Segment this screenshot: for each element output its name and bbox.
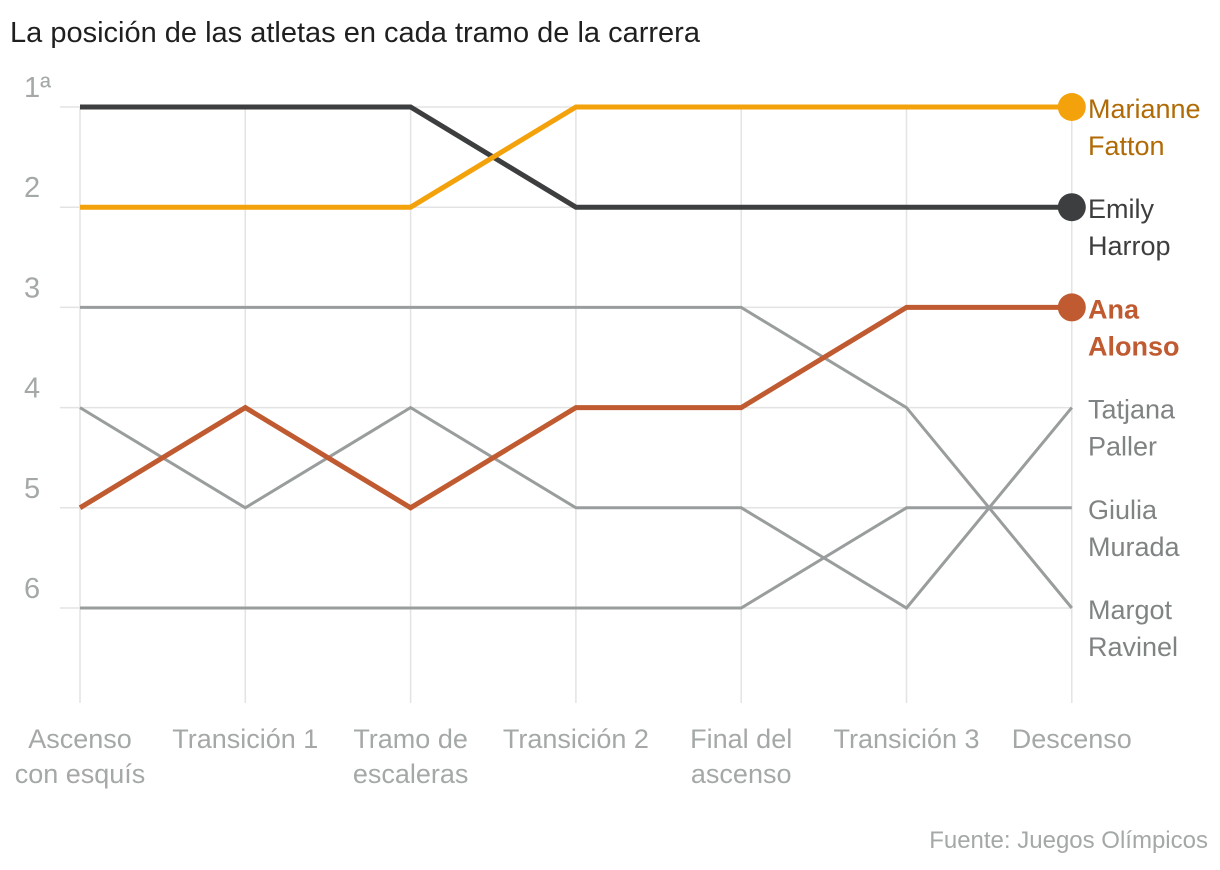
series-label-line: Tatjana (1088, 395, 1176, 425)
series-line (79, 405, 1073, 610)
x-tick-label-line: escaleras (353, 759, 469, 789)
series-end-dot (1057, 93, 1086, 121)
series-label-line: Murada (1088, 532, 1181, 562)
y-tick-label: 4 (24, 373, 40, 405)
x-tick-label-line: Transición 1 (172, 724, 318, 754)
series-label-line: Emily (1088, 194, 1154, 224)
y-tick-label: 3 (24, 272, 40, 304)
series-label-line: Harrop (1088, 231, 1171, 261)
series-line (80, 305, 1073, 609)
y-tick-label: 6 (24, 573, 40, 605)
series-label-line: Ravinel (1088, 632, 1178, 662)
x-axis-ticks: Ascenso con esquís Transición 1 Tramo de esc… (15, 724, 1132, 789)
series-line (80, 506, 1072, 610)
series-label-line: Paller (1088, 432, 1157, 462)
series-line (80, 104, 1072, 210)
x-tick-label: Tramo de escaleras (353, 724, 469, 789)
series-label-line: Giulia (1088, 495, 1158, 525)
series-label: Giulia Murada (1088, 495, 1181, 562)
series-labels: Tatjana Paller Giulia Murada Margot Ravinel Em… (1088, 94, 1201, 662)
series-label-line: Alonso (1088, 331, 1180, 361)
series-label: Marianne Fatton (1088, 94, 1201, 161)
series-label: Margot Ravinel (1088, 595, 1178, 662)
x-tick-label-line: Transición 2 (503, 724, 649, 754)
x-tick-label: Transición 2 (503, 724, 649, 754)
x-tick-label: Transición 1 (172, 724, 318, 754)
series-line (80, 104, 1072, 210)
series-label: Tatjana Paller (1088, 395, 1176, 462)
series-line (78, 304, 1072, 511)
chart-title: La posición de las atletas en cada tramo… (10, 17, 701, 49)
y-tick-label: 1ª (24, 72, 51, 104)
x-tick-label: Final del ascenso (690, 724, 792, 789)
y-axis-ticks: 1ª 2 3 4 5 6 (24, 72, 51, 605)
x-tick-label: Descenso (1012, 724, 1132, 754)
x-tick-label: Ascenso con esquís (15, 724, 146, 789)
source-note: Fuente: Juegos Olímpicos (929, 827, 1208, 854)
x-tick-label-line: Descenso (1012, 724, 1132, 754)
x-tick-label-line: Transición 3 (833, 724, 979, 754)
y-tick-label: 2 (24, 172, 40, 204)
series-label-line: Margot (1088, 595, 1173, 625)
series-end-dot (1057, 193, 1086, 222)
y-tick-label: 5 (24, 473, 40, 505)
series-label-line: Fatton (1088, 131, 1165, 161)
series-label: Ana Alonso (1088, 294, 1180, 361)
grid (60, 106, 1073, 703)
series-label-line: Marianne (1088, 94, 1201, 124)
series-label: Emily Harrop (1088, 194, 1171, 261)
x-tick-label: Transición 3 (833, 724, 979, 754)
x-tick-label-line: Ascenso (28, 724, 132, 754)
series (78, 93, 1086, 610)
x-tick-label-line: Tramo de (353, 724, 468, 754)
x-tick-label-line: con esquís (15, 759, 146, 789)
series-end-dot (1057, 293, 1086, 322)
x-tick-label-line: Final del (690, 724, 792, 754)
series-label-line: Ana (1088, 294, 1140, 324)
x-tick-label-line: ascenso (691, 759, 792, 789)
